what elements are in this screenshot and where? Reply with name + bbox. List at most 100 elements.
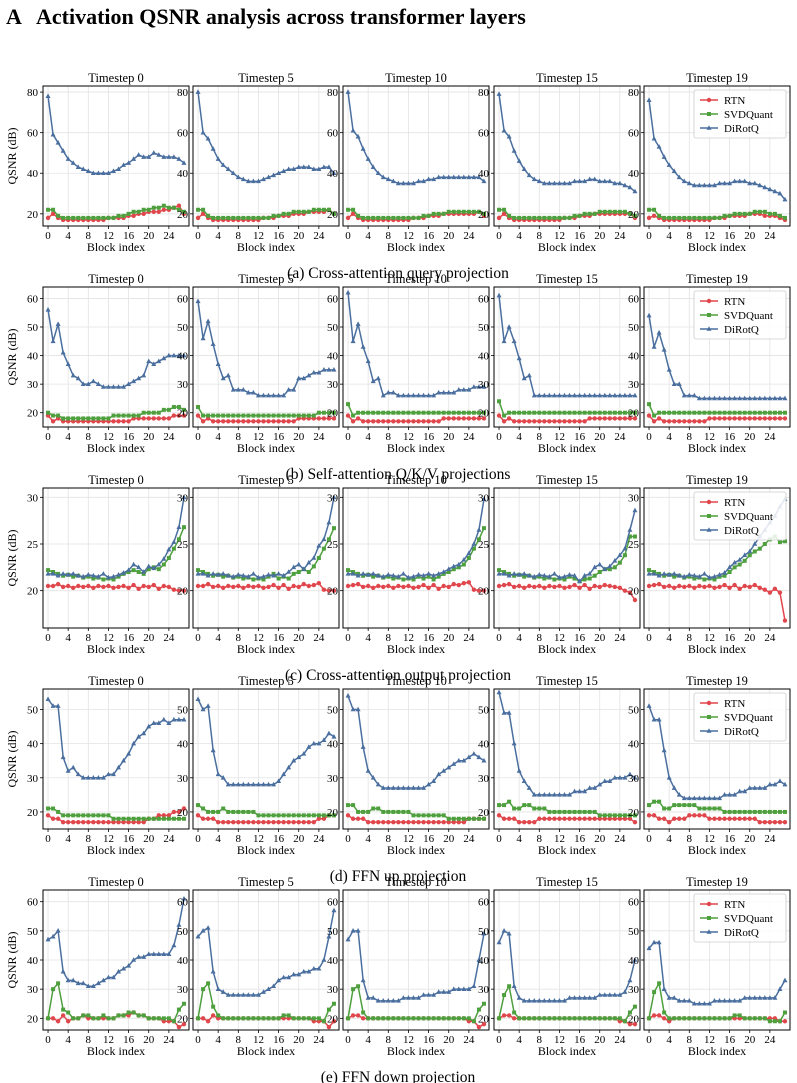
data-point-svdquant	[597, 209, 602, 214]
data-point-dirotq	[717, 572, 723, 577]
data-point-dirotq	[80, 381, 86, 386]
data-point-dirotq	[612, 180, 618, 186]
data-point-svdquant	[411, 1016, 416, 1021]
data-point-dirotq	[166, 352, 172, 358]
data-point-svdquant	[281, 1013, 286, 1018]
data-point-dirotq	[737, 788, 743, 794]
data-point-dirotq	[100, 571, 106, 576]
data-point-rtn	[481, 416, 487, 421]
data-point-dirotq	[60, 571, 66, 576]
x-tick-label: 8	[86, 230, 92, 242]
data-point-dirotq	[646, 97, 652, 103]
data-point-dirotq	[255, 392, 261, 398]
x-axis-label: Block index	[387, 843, 445, 857]
data-point-svdquant	[737, 410, 742, 415]
y-tick-label: 50	[177, 926, 189, 938]
data-point-dirotq	[727, 180, 733, 186]
y-tick-label: 60	[27, 293, 39, 305]
data-point-rtn	[355, 816, 361, 821]
data-point-svdquant	[386, 410, 391, 415]
data-point-dirotq	[446, 764, 452, 770]
data-point-dirotq	[70, 977, 76, 983]
data-point-dirotq	[597, 561, 603, 567]
panel-timestep-title: Timestep 10	[385, 272, 447, 286]
data-point-dirotq	[75, 980, 81, 986]
data-point-dirotq	[271, 983, 277, 989]
x-tick-label: 16	[423, 431, 435, 443]
data-point-svdquant	[91, 813, 96, 818]
data-point-svdquant	[667, 410, 672, 415]
x-tick-label: 16	[273, 833, 285, 845]
data-point-dirotq	[521, 571, 527, 576]
data-point-rtn	[176, 588, 182, 593]
data-point-dirotq	[526, 998, 532, 1003]
data-point-svdquant	[286, 413, 291, 418]
data-point-svdquant	[772, 809, 777, 814]
data-point-rtn	[60, 819, 66, 825]
data-point-svdquant	[121, 413, 126, 418]
y-tick-label: 20	[327, 1013, 339, 1025]
data-point-svdquant	[256, 413, 261, 418]
data-point-dirotq	[686, 572, 692, 577]
data-point-dirotq	[646, 312, 652, 318]
data-point-rtn	[121, 819, 126, 825]
data-point-rtn	[782, 416, 788, 421]
y-tick-label: 40	[27, 739, 39, 751]
x-tick-label: 16	[574, 230, 586, 242]
data-point-svdquant	[146, 816, 151, 821]
data-point-svdquant	[466, 1016, 471, 1021]
legend-marker-rtn	[706, 97, 712, 103]
data-point-svdquant	[552, 1016, 557, 1021]
data-point-rtn	[195, 413, 201, 418]
data-point-rtn	[732, 582, 737, 588]
data-point-dirotq	[156, 561, 162, 567]
data-point-rtn	[577, 419, 582, 424]
data-point-rtn	[451, 416, 456, 421]
data-point-rtn	[195, 583, 201, 589]
data-point-rtn	[782, 1019, 788, 1024]
series-line-svdquant	[197, 982, 335, 1022]
y-tick-label: 40	[177, 955, 189, 967]
data-point-svdquant	[346, 568, 351, 573]
data-point-dirotq	[446, 174, 452, 180]
data-point-svdquant	[587, 576, 592, 581]
data-point-rtn	[210, 1013, 216, 1018]
data-point-svdquant	[371, 574, 376, 579]
data-point-rtn	[331, 1019, 337, 1024]
series-line-dirotq	[347, 91, 485, 185]
data-point-dirotq	[65, 156, 71, 161]
data-point-dirotq	[296, 754, 302, 760]
y-tick-label: 60	[628, 128, 640, 140]
data-point-svdquant	[71, 813, 76, 818]
data-point-dirotq	[656, 939, 662, 945]
x-tick-label: 4	[365, 230, 371, 242]
data-point-dirotq	[255, 781, 261, 787]
data-point-rtn	[506, 581, 512, 587]
data-point-rtn	[677, 816, 682, 821]
data-point-svdquant	[141, 571, 146, 576]
data-point-svdquant	[702, 577, 707, 582]
data-point-dirotq	[732, 178, 738, 184]
y-axis-label: QSNR (dB)	[5, 730, 19, 787]
data-point-svdquant	[592, 211, 597, 216]
x-axis-label: Block index	[538, 1044, 596, 1058]
data-point-svdquant	[226, 1016, 231, 1021]
series-line-dirotq	[197, 301, 334, 397]
data-point-rtn	[50, 419, 56, 424]
data-point-svdquant	[476, 209, 481, 214]
data-point-svdquant	[331, 1001, 336, 1006]
data-point-svdquant	[737, 211, 742, 216]
data-point-dirotq	[95, 381, 101, 386]
data-point-dirotq	[526, 372, 532, 378]
data-point-svdquant	[767, 809, 772, 814]
data-point-dirotq	[767, 395, 773, 401]
data-point-dirotq	[166, 154, 172, 159]
data-point-dirotq	[561, 573, 567, 579]
data-point-svdquant	[426, 410, 431, 415]
data-point-dirotq	[235, 572, 241, 577]
data-point-dirotq	[686, 180, 692, 186]
data-point-svdquant	[522, 215, 527, 220]
data-point-rtn	[592, 816, 597, 821]
data-point-dirotq	[105, 170, 111, 176]
